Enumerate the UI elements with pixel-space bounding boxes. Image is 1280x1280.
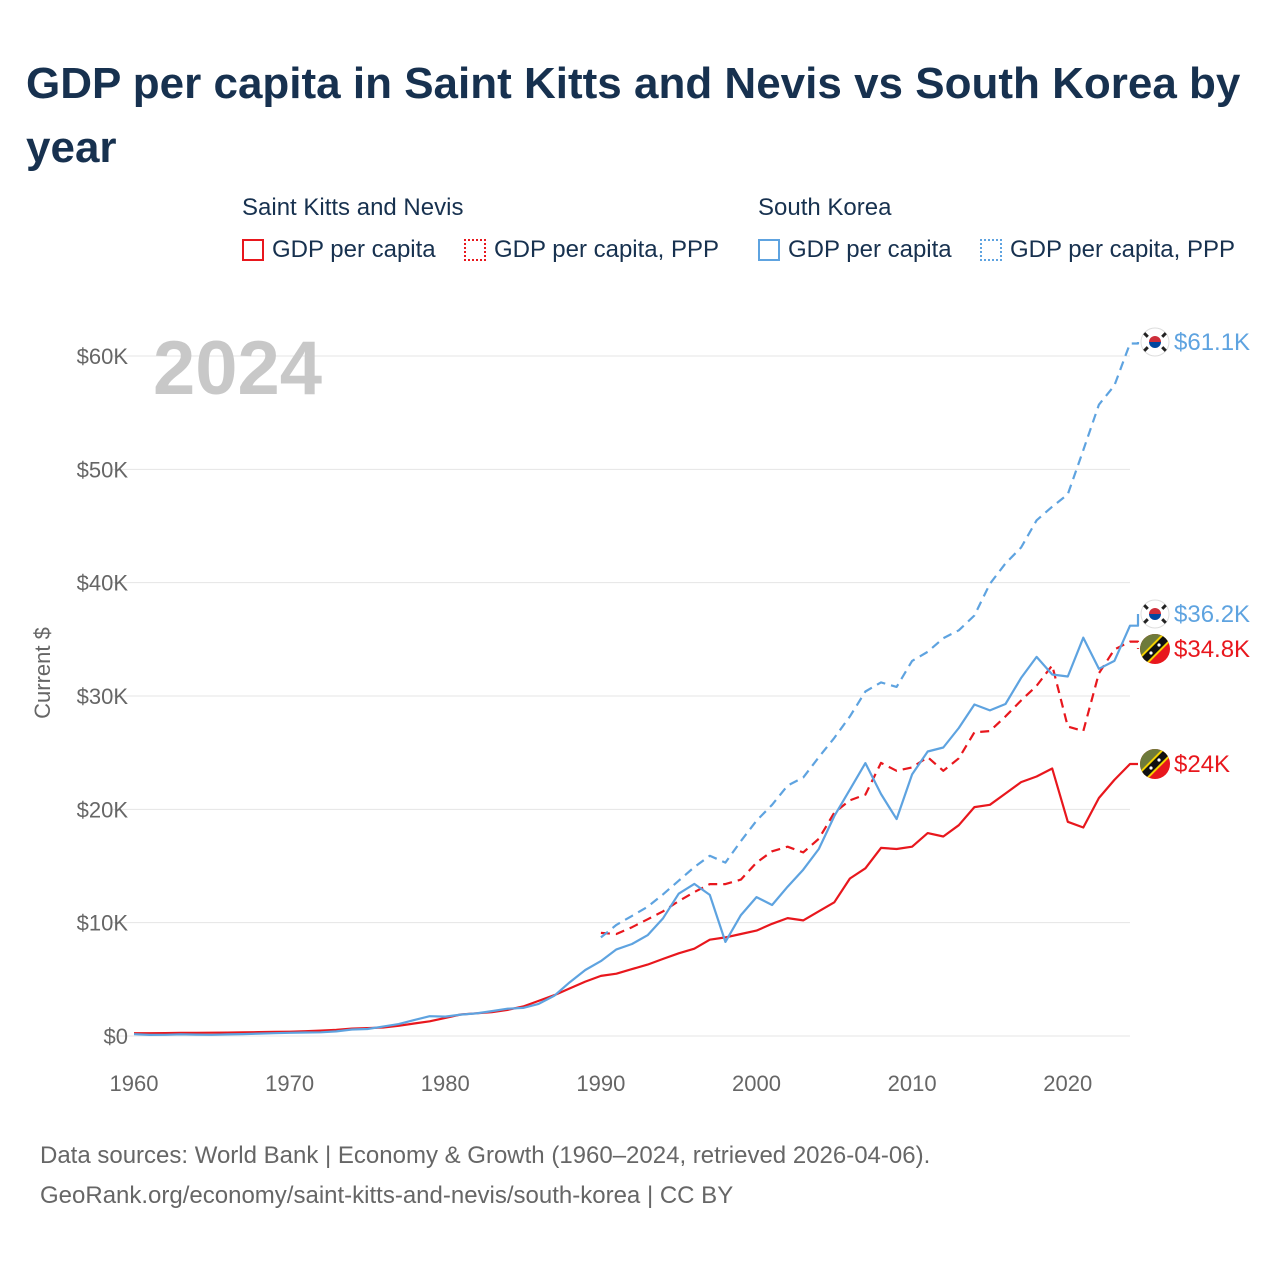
chart-title: GDP per capita in Saint Kitts and Nevis … bbox=[26, 59, 1241, 172]
y-axis-label: Current $ bbox=[30, 627, 55, 719]
series-lines bbox=[133, 342, 1140, 1037]
legend-item-kna-gdp[interactable]: GDP per capita bbox=[242, 236, 436, 264]
end-value-label: $24K bbox=[1174, 751, 1230, 778]
legend-item-kor-gdp[interactable]: GDP per capita bbox=[758, 236, 952, 264]
y-tick-label: $60K bbox=[77, 344, 129, 369]
y-tick-label: $30K bbox=[77, 684, 129, 709]
x-tick-label: 1960 bbox=[110, 1071, 159, 1096]
series-line-saint-kitts-and-nevis-gdp-per-capita[interactable] bbox=[134, 762, 1138, 1035]
y-tick-label: $0 bbox=[104, 1024, 128, 1049]
legend-label-kor-gdp: GDP per capita bbox=[788, 236, 952, 263]
legend-swatch-kor-gdp-ppp bbox=[980, 239, 1002, 261]
series-line-south-korea-gdp-per-capita-ppp[interactable] bbox=[600, 342, 1140, 939]
y-axis-ticks: $0 $10K $20K $30K $40K $50K $60K bbox=[77, 344, 129, 1049]
saint-kitts-flag-icon bbox=[1140, 634, 1170, 664]
south-korea-flag-icon bbox=[1140, 327, 1170, 357]
legend-item-kor-gdp-ppp[interactable]: GDP per capita, PPP bbox=[980, 236, 1235, 264]
legend-item-kna-gdp-ppp[interactable]: GDP per capita, PPP bbox=[464, 236, 719, 264]
source-note: Data sources: World Bank | Economy & Gro… bbox=[40, 1136, 930, 1216]
series-line-saint-kitts-and-nevis-gdp-per-capita-ppp[interactable] bbox=[600, 640, 1140, 936]
y-tick-label: $10K bbox=[77, 911, 129, 936]
year-watermark: 2024 bbox=[153, 326, 322, 411]
legend-swatch-kna-gdp-ppp bbox=[464, 239, 486, 261]
end-value-label: $61.1K bbox=[1174, 329, 1250, 356]
legend-label-kor-gdp-ppp: GDP per capita, PPP bbox=[1010, 236, 1235, 263]
y-tick-label: $20K bbox=[77, 797, 129, 822]
legend-swatch-kna-gdp bbox=[242, 239, 264, 261]
legend-swatch-kor-gdp bbox=[758, 239, 780, 261]
legend-label-kna-gdp: GDP per capita bbox=[272, 236, 436, 263]
x-tick-label: 2020 bbox=[1043, 1071, 1092, 1096]
y-tick-label: $40K bbox=[77, 571, 129, 596]
source-line-2[interactable]: GeoRank.org/economy/saint-kitts-and-nevi… bbox=[40, 1182, 734, 1209]
x-tick-label: 1980 bbox=[421, 1071, 470, 1096]
south-korea-flag-icon bbox=[1140, 599, 1170, 629]
end-markers: $24K $34.8K $36.2K $61.1K bbox=[1140, 327, 1250, 779]
y-tick-label: $50K bbox=[77, 457, 129, 482]
x-tick-label: 1970 bbox=[265, 1071, 314, 1096]
x-tick-label: 2010 bbox=[888, 1071, 937, 1096]
x-axis-ticks: 1960 1970 1980 1990 2000 2010 2020 bbox=[110, 1071, 1093, 1096]
legend-label-kna-gdp-ppp: GDP per capita, PPP bbox=[494, 236, 719, 263]
x-tick-label: 1990 bbox=[576, 1071, 625, 1096]
x-tick-label: 2000 bbox=[732, 1071, 781, 1096]
line-chart: 2024 Current $ $0 $10K $20K $30K $40K $50K $60… bbox=[30, 326, 1250, 1096]
end-value-label: $34.8K bbox=[1174, 636, 1250, 663]
saint-kitts-flag-icon bbox=[1140, 749, 1170, 779]
legend-group-saint-kitts-and-nevis: Saint Kitts and Nevis bbox=[242, 194, 464, 221]
grid-lines bbox=[110, 355, 1130, 1037]
source-line-1: Data sources: World Bank | Economy & Gro… bbox=[40, 1142, 931, 1169]
legend-group-south-korea: South Korea bbox=[758, 194, 892, 221]
end-value-label: $36.2K bbox=[1174, 601, 1250, 628]
series-line-south-korea-gdp-per-capita[interactable] bbox=[133, 614, 1140, 1037]
